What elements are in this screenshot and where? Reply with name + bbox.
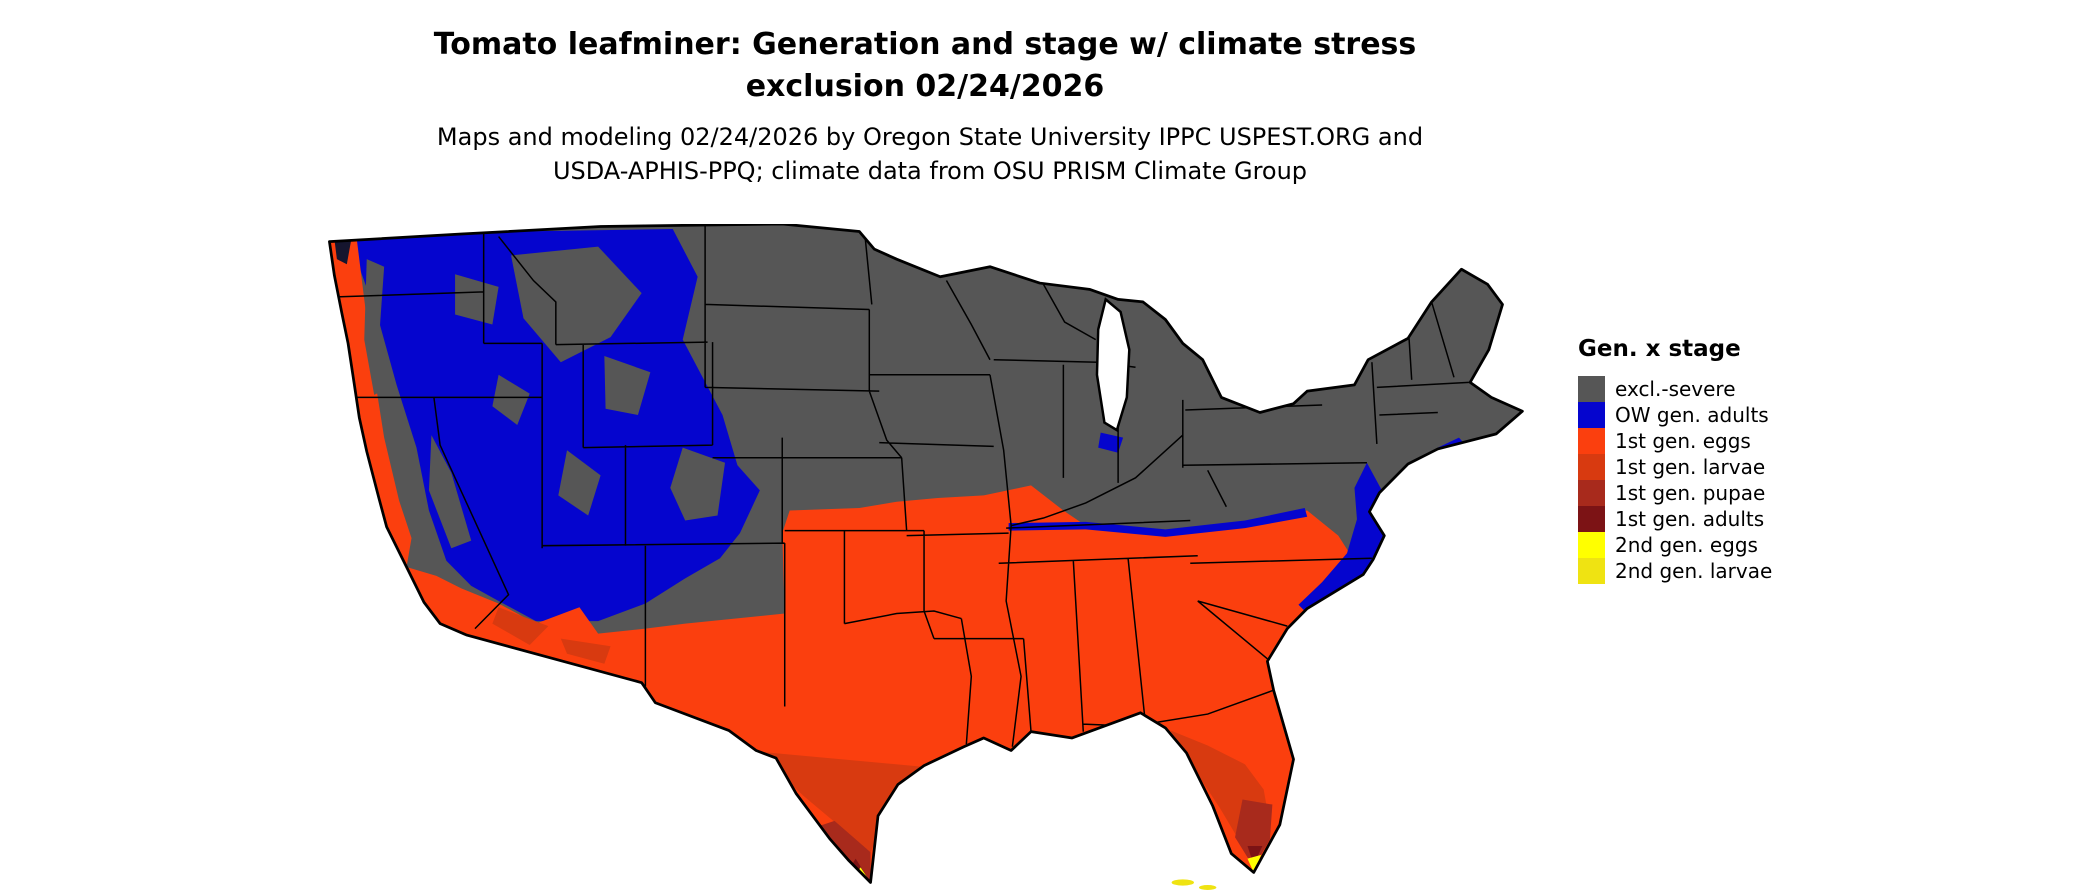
legend-title: Gen. x stage — [1578, 336, 1741, 362]
legend-label: 1st gen. larvae — [1615, 455, 1766, 479]
legend-swatch — [1578, 532, 1605, 558]
legend-swatch — [1578, 480, 1605, 506]
legend-swatch — [1578, 454, 1605, 480]
legend-item: 2nd gen. eggs — [1578, 532, 1878, 558]
legend-item: OW gen. adults — [1578, 402, 1878, 428]
legend-label: 1st gen. adults — [1615, 507, 1765, 531]
legend-item: 1st gen. eggs — [1578, 428, 1878, 454]
map-title-line1: Tomato leafminer: Generation and stage w… — [433, 27, 1417, 62]
legend-swatch — [1578, 402, 1605, 428]
puget-sound — [334, 236, 352, 265]
legend-swatch — [1578, 428, 1605, 454]
region-gen1-eggs — [329, 239, 1364, 883]
legend-label: 1st gen. pupae — [1615, 481, 1766, 505]
legend-label: 2nd gen. eggs — [1615, 533, 1758, 557]
legend-item: excl.-severe — [1578, 376, 1878, 402]
legend-item: 1st gen. pupae — [1578, 480, 1878, 506]
map-subtitle: Maps and modeling 02/24/2026 by Oregon S… — [0, 120, 1860, 188]
region-gen1-adults — [851, 846, 1263, 883]
map-subtitle-line1: Maps and modeling 02/24/2026 by Oregon S… — [436, 123, 1424, 151]
legend-rows: excl.-severe OW gen. adults 1st gen. eggs 1… — [1578, 376, 1878, 584]
legend-swatch — [1578, 506, 1605, 532]
legend-item: 2nd gen. larvae — [1578, 558, 1878, 584]
legend-label: 1st gen. eggs — [1615, 429, 1751, 453]
legend-swatch — [1578, 558, 1605, 584]
lake-michigan — [1095, 297, 1131, 432]
us-outline — [328, 224, 1524, 884]
legend-label: OW gen. adults — [1615, 403, 1769, 427]
us-map-svg — [328, 224, 1524, 890]
legend: Gen. x stage excl.-severe OW gen. adults 1… — [1578, 336, 1878, 584]
legend-label: excl.-severe — [1615, 377, 1736, 401]
us-phenology-map — [312, 224, 1556, 890]
region-gen2-eggs — [856, 854, 1262, 883]
map-title-line2: exclusion 02/24/2026 — [745, 69, 1105, 104]
legend-item: 1st gen. larvae — [1578, 454, 1878, 480]
legend-item: 1st gen. adults — [1578, 506, 1878, 532]
region-gen2-larvae-keys — [1171, 879, 1217, 890]
legend-swatch — [1578, 376, 1605, 402]
region-gen1-pupae — [815, 799, 1273, 883]
legend-label: 2nd gen. larvae — [1615, 559, 1773, 583]
map-title: Tomato leafminer: Generation and stage w… — [0, 24, 1850, 108]
map-subtitle-line2: USDA-APHIS-PPQ; climate data from OSU PR… — [552, 157, 1308, 185]
region-excl-severe-mountains — [364, 246, 726, 549]
